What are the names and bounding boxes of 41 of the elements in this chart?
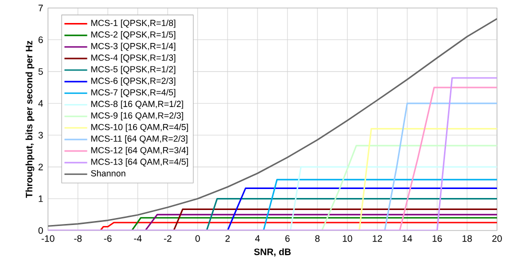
legend-label: MCS-8 [16 QAM,R=1/2] bbox=[91, 100, 184, 109]
y-tick-label: 6 bbox=[38, 36, 43, 44]
x-tick-label: 2 bbox=[225, 235, 230, 242]
x-tick-label: 8 bbox=[315, 235, 320, 242]
x-tick-label: 14 bbox=[402, 235, 412, 242]
x-tick-label: 12 bbox=[372, 235, 382, 242]
x-tick-label: -8 bbox=[74, 235, 82, 242]
legend-label: MCS-7 [QPSK,R=4/5] bbox=[91, 89, 176, 98]
x-tick-label: -6 bbox=[104, 235, 112, 242]
x-tick-label: 20 bbox=[492, 235, 502, 242]
legend-label: MCS-6 [QPSK,R=2/3] bbox=[91, 78, 176, 86]
line-series bbox=[48, 18, 498, 227]
y-tick-label: 0 bbox=[38, 227, 43, 234]
x-tick-label: -2 bbox=[164, 235, 172, 242]
x-tick-label: -4 bbox=[134, 235, 142, 242]
y-tick-label: 1 bbox=[38, 196, 43, 202]
legend-label: MCS-10 [16 QAM,R=4/5] bbox=[91, 124, 188, 132]
legend-label: MCS-12 [64 QAM,R=3/4] bbox=[91, 146, 188, 156]
x-tick-label: 18 bbox=[462, 235, 472, 242]
legend-label: MCS-13 [64 QAM,R=4/5] bbox=[91, 158, 188, 167]
x-tick-label: 4 bbox=[255, 235, 260, 242]
y-tick-label: 5 bbox=[38, 68, 43, 75]
legend-label: MCS-2 [QPSK,R=1/5] bbox=[91, 31, 176, 40]
legend-label: Shannon bbox=[90, 170, 126, 177]
x-tick-label: 10 bbox=[342, 235, 352, 242]
legend-label: MCS-5 [QPSK,R=1/2] bbox=[91, 66, 176, 74]
x-tick-label: 16 bbox=[432, 235, 442, 242]
x-axis-title: SNR, dB bbox=[254, 248, 291, 257]
legend-label: MCS-11 [64 QAM,R=2/3] bbox=[91, 135, 188, 144]
x-tick-label: -10 bbox=[42, 235, 54, 242]
legend-label: MCS-3 [QPSK,R=1/4] bbox=[91, 42, 176, 52]
x-tick-label: 6 bbox=[285, 235, 290, 242]
y-tick-label: 4 bbox=[38, 100, 43, 107]
legend-label: MCS-1 [QPSK,R=1/8] bbox=[91, 20, 176, 28]
y-tick-label: 2 bbox=[38, 164, 43, 170]
y-tick-label: 3 bbox=[38, 132, 43, 139]
legend-label: MCS-4 [QPSK,R=1/3] bbox=[91, 54, 176, 63]
y-axis-title: Throughput, bits per second per Hz bbox=[26, 40, 34, 198]
x-tick-label: 0 bbox=[195, 235, 200, 242]
legend-label: MCS-9 [16 QAM,R=2/3] bbox=[91, 112, 184, 120]
y-tick-label: 7 bbox=[38, 4, 43, 12]
